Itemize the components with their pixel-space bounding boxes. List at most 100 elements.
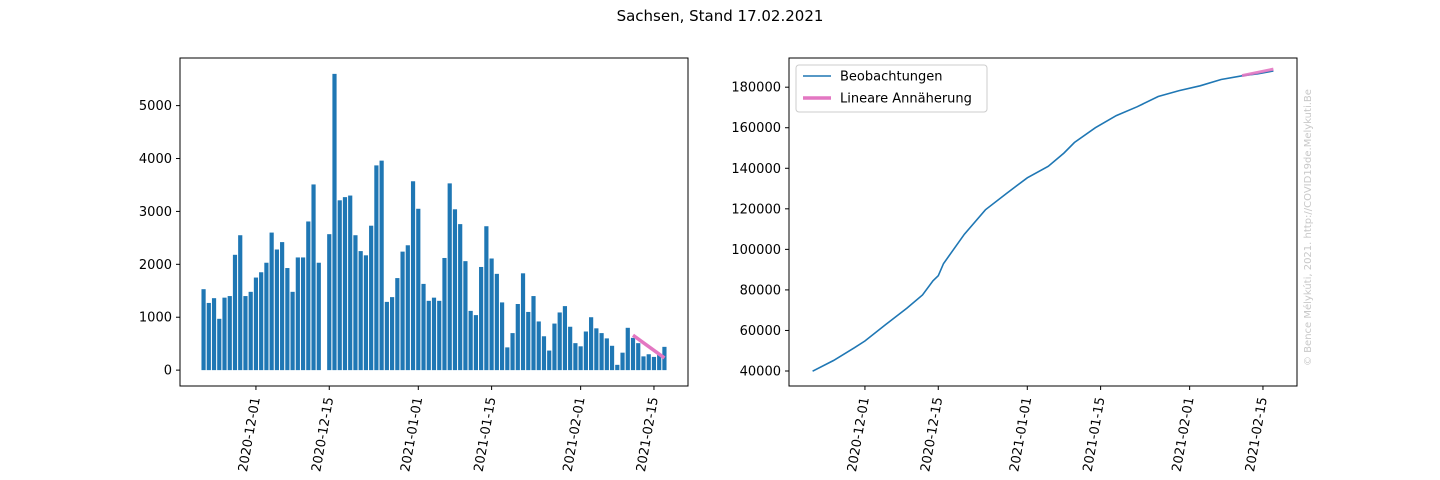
bar xyxy=(405,245,410,371)
bar xyxy=(374,165,379,371)
bar xyxy=(353,235,358,371)
right-y-tick-label: 180000 xyxy=(731,81,781,96)
bar xyxy=(238,235,243,371)
right-chart: 40000 60000 80000 100000 120000 140000 160000 1… xyxy=(731,57,1298,473)
bar xyxy=(400,251,405,371)
bar xyxy=(536,321,541,371)
bar xyxy=(379,160,384,371)
left-y-tick-label: 4000 xyxy=(139,152,172,167)
bar xyxy=(437,300,442,371)
bar xyxy=(259,272,264,371)
bar xyxy=(505,347,510,371)
bar xyxy=(657,354,662,371)
bar xyxy=(442,257,447,371)
bar xyxy=(589,317,594,371)
bar xyxy=(583,331,588,371)
bar xyxy=(384,301,389,371)
bar xyxy=(327,234,332,371)
bar xyxy=(452,209,458,371)
bar xyxy=(594,328,599,371)
bar xyxy=(264,262,269,371)
bar-series xyxy=(201,73,667,371)
bar xyxy=(416,208,421,371)
right-x-tick-label: 2021-02-01 xyxy=(1170,396,1198,473)
bar xyxy=(447,183,452,371)
bar xyxy=(463,261,468,371)
bar xyxy=(531,296,536,371)
bar xyxy=(473,315,478,371)
left-x-axis: 2020-12-01 2020-12-15 2021-01-01 2021-01-15… xyxy=(236,386,662,473)
bar xyxy=(306,221,311,371)
watermark: © Bence Mélykúti, 2021. http://COVID19de… xyxy=(1302,89,1314,366)
left-y-tick-label: 5000 xyxy=(139,99,172,114)
bar xyxy=(421,283,426,371)
fit-line xyxy=(631,333,666,360)
bar xyxy=(227,296,232,371)
bar xyxy=(337,200,342,371)
bar xyxy=(641,356,646,371)
figure-title: Sachsen, Stand 17.02.2021 xyxy=(617,7,824,25)
bar xyxy=(630,337,636,371)
bar xyxy=(431,297,437,371)
right-y-tick-label: 160000 xyxy=(731,121,781,136)
bar xyxy=(410,181,416,371)
bar xyxy=(222,297,227,371)
bar xyxy=(510,333,515,371)
bar xyxy=(269,232,274,371)
right-x-tick-label: 2020-12-01 xyxy=(845,396,873,473)
bar xyxy=(520,273,526,371)
right-y-tick-label: 100000 xyxy=(731,243,781,258)
right-y-tick-label: 140000 xyxy=(731,162,781,177)
bar xyxy=(651,356,657,371)
bar xyxy=(625,327,630,371)
bar xyxy=(217,318,222,371)
bar xyxy=(211,298,217,371)
bar xyxy=(342,197,348,371)
bar xyxy=(285,268,290,371)
right-plot-frame xyxy=(788,57,1298,387)
left-y-tick-label: 2000 xyxy=(139,258,172,273)
right-x-tick-label: 2021-01-01 xyxy=(1007,396,1035,473)
bar xyxy=(573,343,578,371)
bar xyxy=(300,257,306,371)
right-x-tick-label: 2020-12-15 xyxy=(918,396,946,473)
left-x-tick-label: 2020-12-01 xyxy=(236,396,264,473)
bar xyxy=(311,184,316,371)
bar xyxy=(458,224,463,371)
bar xyxy=(484,226,489,371)
bar xyxy=(615,364,620,371)
legend-label-observations: Beobachtungen xyxy=(840,70,943,85)
bar xyxy=(290,291,295,371)
bar xyxy=(578,346,583,371)
right-y-axis: 40000 60000 80000 100000 120000 140000 160000 1… xyxy=(731,81,789,379)
bar xyxy=(426,300,431,371)
bar xyxy=(526,311,531,371)
bar xyxy=(201,289,206,371)
legend-label-fit: Lineare Annäherung xyxy=(840,92,972,107)
bar xyxy=(620,352,625,371)
bar xyxy=(363,255,369,371)
bar xyxy=(662,346,667,371)
right-y-tick-label: 80000 xyxy=(740,283,781,298)
bar xyxy=(316,262,321,371)
bar xyxy=(248,291,253,371)
left-x-tick-label: 2021-01-15 xyxy=(472,396,500,473)
legend: Beobachtungen Lineare Annäherung xyxy=(795,64,988,113)
legend-box xyxy=(795,64,988,113)
bar xyxy=(568,326,573,371)
bar xyxy=(253,277,259,371)
bar xyxy=(557,312,562,371)
bar xyxy=(332,73,337,371)
bar xyxy=(599,333,604,371)
bar xyxy=(636,343,641,371)
bar xyxy=(295,257,300,371)
left-y-axis: 0 1000 2000 3000 4000 5000 xyxy=(139,99,180,379)
left-plot-frame xyxy=(179,57,689,387)
bar xyxy=(494,273,499,371)
bar xyxy=(646,354,651,371)
bar xyxy=(206,302,211,371)
right-x-tick-label: 2021-01-15 xyxy=(1081,396,1109,473)
bar xyxy=(609,345,615,371)
